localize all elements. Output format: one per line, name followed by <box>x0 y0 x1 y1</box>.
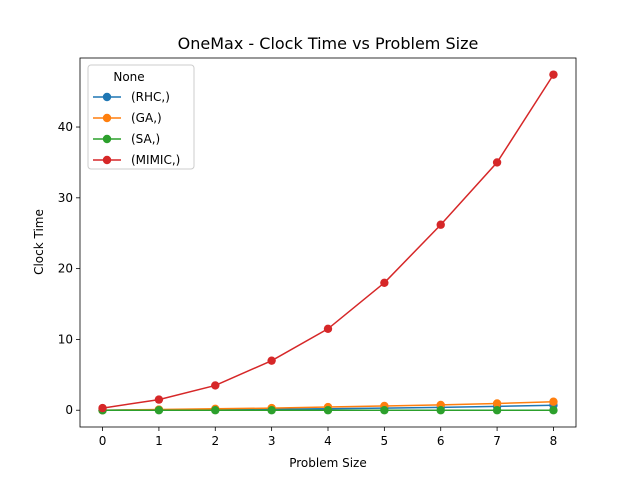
data-point-3-3 <box>267 356 276 365</box>
data-point-3-8 <box>549 70 558 79</box>
data-point-3-1 <box>154 395 164 404</box>
data-point-2-4 <box>323 406 333 415</box>
x-tick-label: 5 <box>381 434 389 448</box>
y-tick-label: 30 <box>58 191 73 205</box>
data-point-3-7 <box>492 158 502 167</box>
legend-swatch-marker-3 <box>102 155 112 165</box>
data-point-2-5 <box>380 406 389 415</box>
x-tick-label: 2 <box>211 434 219 448</box>
x-axis-label: Problem Size <box>289 456 367 470</box>
y-axis-label: Clock Time <box>32 209 46 275</box>
y-tick-label: 20 <box>58 262 73 276</box>
legend-entry-2: (SA,) <box>131 132 160 146</box>
data-point-2-2 <box>211 406 220 415</box>
legend: None (RHC,) (GA,) (SA,) (MIMIC,) <box>87 64 195 170</box>
legend-swatch-marker-0 <box>102 92 112 102</box>
data-point-3-6 <box>436 220 445 229</box>
legend-swatch-marker-2 <box>102 134 112 144</box>
data-point-2-7 <box>492 406 502 415</box>
data-point-1-8 <box>549 397 558 406</box>
legend-entry-3: (MIMIC,) <box>131 153 180 167</box>
data-point-2-6 <box>436 406 445 415</box>
data-point-2-1 <box>154 406 164 415</box>
y-tick-label: 0 <box>65 403 73 417</box>
legend-entry-1: (GA,) <box>131 111 162 125</box>
data-point-3-4 <box>323 324 333 334</box>
legend-title: None <box>113 70 144 84</box>
data-point-2-8 <box>549 406 558 415</box>
data-point-2-3 <box>267 406 276 415</box>
x-tick-label: 6 <box>437 434 445 448</box>
legend-box <box>87 64 195 170</box>
x-tick-label: 8 <box>550 434 558 448</box>
y-tick-label: 10 <box>58 332 73 346</box>
data-point-3-5 <box>380 278 389 287</box>
x-tick-label: 4 <box>324 434 332 448</box>
chart-title: OneMax - Clock Time vs Problem Size <box>178 34 479 53</box>
data-point-1-7 <box>492 399 502 408</box>
x-tick-label: 1 <box>155 434 163 448</box>
x-tick-label: 3 <box>268 434 276 448</box>
legend-swatch-marker-1 <box>102 113 112 123</box>
y-tick-label: 40 <box>58 120 73 134</box>
x-tick-label: 7 <box>493 434 501 448</box>
legend-entry-0: (RHC,) <box>131 90 170 104</box>
data-point-3-0 <box>98 403 107 413</box>
x-tick-label: 0 <box>99 434 107 448</box>
data-point-3-2 <box>211 381 220 390</box>
